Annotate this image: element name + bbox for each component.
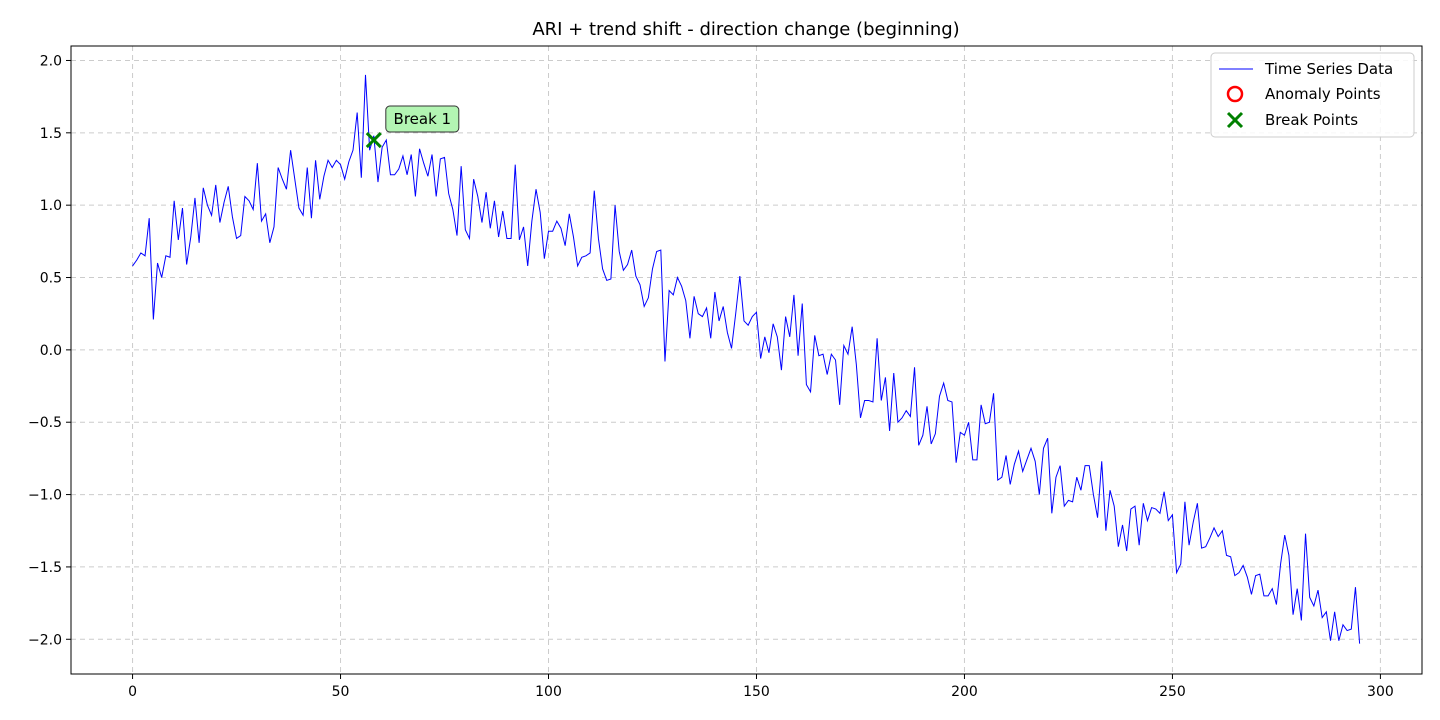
y-tick-label: −2.0 (28, 632, 62, 648)
y-tick-label: −1.0 (28, 488, 62, 504)
legend-item: Break Points (1226, 111, 1358, 129)
legend-label: Anomaly Points (1265, 85, 1381, 103)
legend: Time Series Data Anomaly Points Break Poin… (1210, 52, 1415, 138)
grid-lines (71, 46, 1422, 674)
legend-item: Anomaly Points (1226, 85, 1381, 103)
break-marker-stroke (365, 131, 382, 149)
x-tick-label: 50 (332, 684, 350, 700)
annotation-label: Break 1 (385, 105, 460, 133)
axes: 0 50 100 150 200 250 300 2.0 1.5 1.0 0.5 0.0 −0.5 −1.… (28, 53, 1394, 700)
legend-swatch-x (1226, 111, 1244, 129)
x-tick-label: 0 (128, 684, 137, 700)
x-tick-label: 100 (535, 684, 562, 700)
y-tick-label: 1.0 (40, 198, 62, 214)
legend-swatch-circle (1226, 85, 1244, 103)
annotation-text: Break 1 (394, 110, 452, 128)
plot-frame (70, 45, 1423, 675)
x-tick-label: 150 (743, 684, 770, 700)
y-tick-label: −1.5 (28, 560, 62, 576)
y-tick-label: 0.0 (40, 343, 62, 359)
y-tick-label: 0.5 (40, 271, 62, 287)
y-tick-label: 1.5 (40, 126, 62, 142)
series-line-time-series-data (132, 74, 1361, 644)
legend-label: Break Points (1265, 111, 1358, 129)
y-tick-label: 2.0 (40, 53, 62, 69)
legend-box (1210, 52, 1415, 138)
legend-label: Time Series Data (1264, 60, 1393, 78)
x-tick-label: 300 (1367, 684, 1394, 700)
annotations: Break 1 (385, 105, 460, 133)
annotation-box (385, 105, 460, 133)
x-tick-label: 250 (1159, 684, 1186, 700)
chart-title: ARI + trend shift - direction change (be… (532, 19, 959, 40)
break-point-marker (365, 131, 382, 149)
x-tick-label: 200 (951, 684, 978, 700)
y-tick-label: −0.5 (28, 415, 62, 431)
legend-item: Time Series Data (1219, 60, 1393, 78)
break-point-markers (365, 131, 382, 149)
plot-area (132, 74, 1361, 644)
